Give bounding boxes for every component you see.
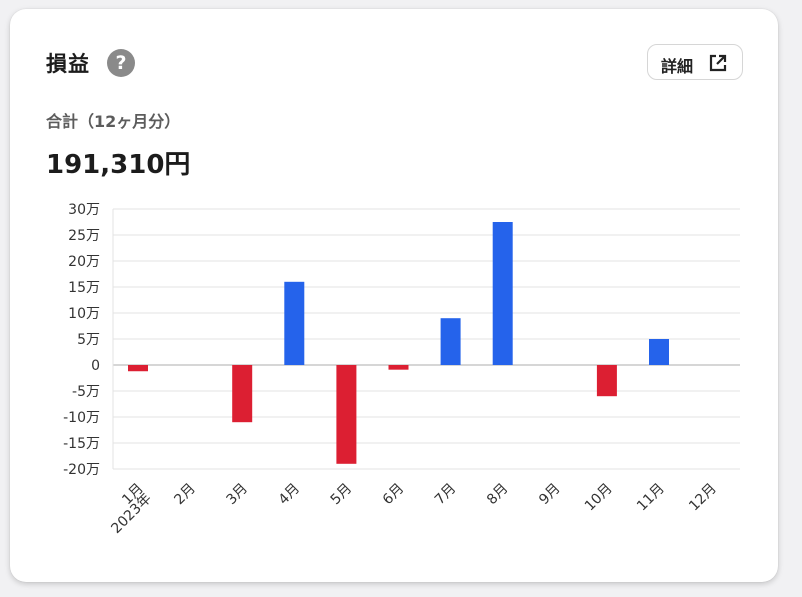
y-tick-label: 5万 [77, 332, 100, 348]
y-tick-label: 20万 [68, 254, 100, 270]
x-tick-label: 6月 [380, 481, 408, 509]
y-tick-label: 25万 [68, 228, 100, 244]
x-tick-label: 8月 [484, 481, 512, 509]
y-tick-label: -20万 [63, 462, 100, 478]
bar-4 [284, 281, 305, 365]
x-tick-label: 7月 [432, 481, 460, 509]
y-tick-label: 15万 [68, 280, 100, 296]
y-tick-label: -10万 [63, 410, 100, 426]
bar-5 [336, 365, 357, 464]
x-tick-label: 9月 [536, 481, 564, 509]
detail-button[interactable]: 詳細 [647, 44, 743, 80]
bar-11 [649, 339, 669, 365]
y-tick-label: 30万 [68, 202, 100, 218]
bar-7 [440, 318, 461, 365]
x-tick-label: 5月 [328, 481, 356, 509]
bar-10 [596, 365, 617, 397]
x-tick-label: 11月 [634, 481, 668, 515]
x-tick-label: 4月 [276, 481, 304, 509]
bar-1 [128, 365, 148, 372]
x-tick-label: 10月 [582, 481, 616, 515]
x-tick-label: 2月 [171, 481, 199, 509]
card-title: 損益 [46, 52, 90, 76]
y-tick-label: 10万 [68, 306, 100, 322]
total-amount: 191,310円 [46, 150, 191, 180]
period-subtitle: 合計（12ヶ月分） [46, 112, 181, 131]
y-tick-label: -15万 [63, 436, 100, 452]
y-tick-label: -5万 [72, 384, 100, 400]
bar-3 [232, 365, 253, 423]
external-link-icon [709, 54, 727, 72]
x-tick-label: 3月 [224, 481, 252, 509]
bar-8 [492, 222, 513, 365]
y-tick-label: 0 [91, 358, 100, 374]
detail-button-label: 詳細 [661, 57, 694, 76]
pnl-card: 損益 ? 詳細 合計（12ヶ月分） 191,310円 30万 25万 20万 15万 1… [10, 9, 778, 582]
x-tick-label: 12月 [686, 481, 720, 515]
question-circle-icon[interactable]: ? [107, 49, 135, 77]
bar-6 [388, 365, 409, 370]
